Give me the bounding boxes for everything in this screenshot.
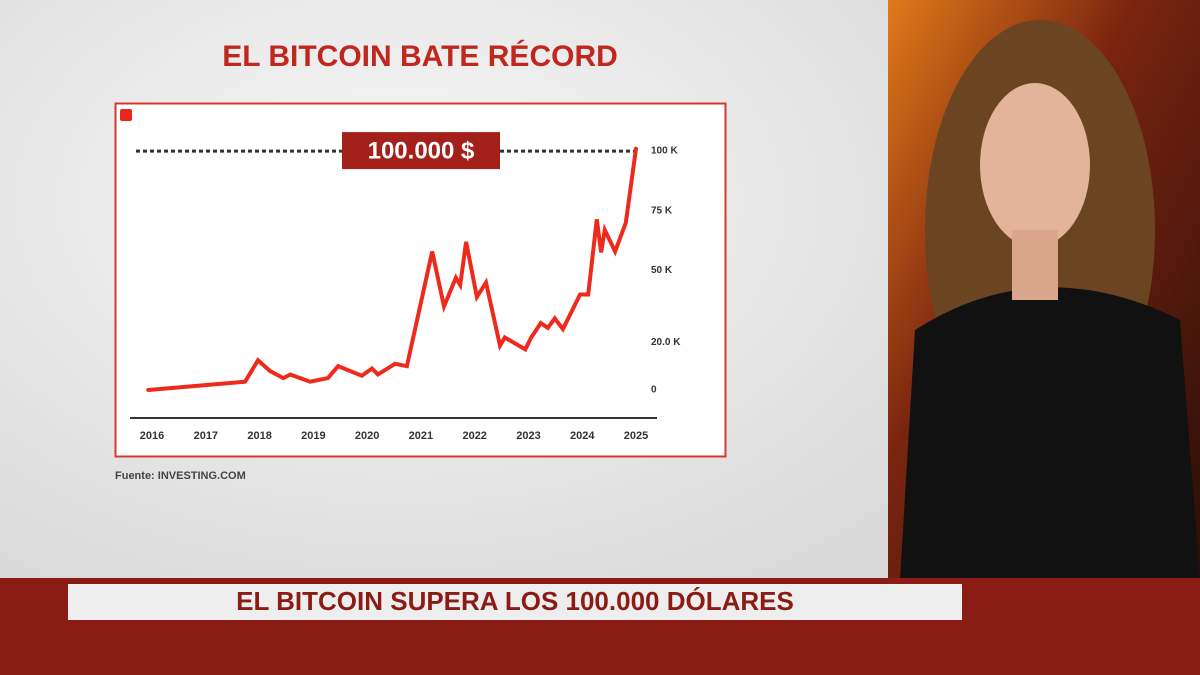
x-tick-label: 2021 [409, 430, 433, 442]
ticker-banner [68, 584, 962, 620]
y-tick-label: 20.0 K [651, 337, 681, 348]
y-tick-label: 50 K [651, 265, 673, 276]
price-line [146, 146, 638, 392]
logo-square [120, 109, 132, 121]
face [980, 83, 1090, 247]
reference-label: 100.000 $ [368, 137, 475, 164]
x-tick-label: 2022 [462, 430, 486, 442]
clothing [900, 287, 1200, 580]
x-tick-label: 2025 [624, 430, 648, 442]
x-tick-label: 2020 [355, 430, 379, 442]
ticker-text: EL BITCOIN SUPERA LOS 100.000 DÓLARES [236, 586, 794, 616]
x-tick-label: 2017 [194, 430, 218, 442]
reference-label-box [342, 132, 500, 170]
source: Fuente: INVESTING.COM [115, 470, 246, 482]
y-tick-label: 75 K [651, 205, 673, 216]
x-tick-label: 2016 [140, 430, 164, 442]
x-tick-label: 2023 [516, 430, 540, 442]
plot: 0 20.0 K 50 K 75 K 100 K 2016 2017 2018 2019 2020… [130, 132, 681, 442]
chart-title: EL BITCOIN BATE RÉCORD [222, 39, 618, 73]
neck [1012, 230, 1058, 300]
y-tick-label: 0 [651, 385, 657, 396]
presenter-photo [888, 0, 1200, 580]
y-tick-label: 100 K [651, 146, 678, 157]
x-tick-label: 2024 [570, 430, 595, 442]
x-tick-label: 2018 [247, 430, 271, 442]
x-tick-label: 2019 [301, 430, 325, 442]
